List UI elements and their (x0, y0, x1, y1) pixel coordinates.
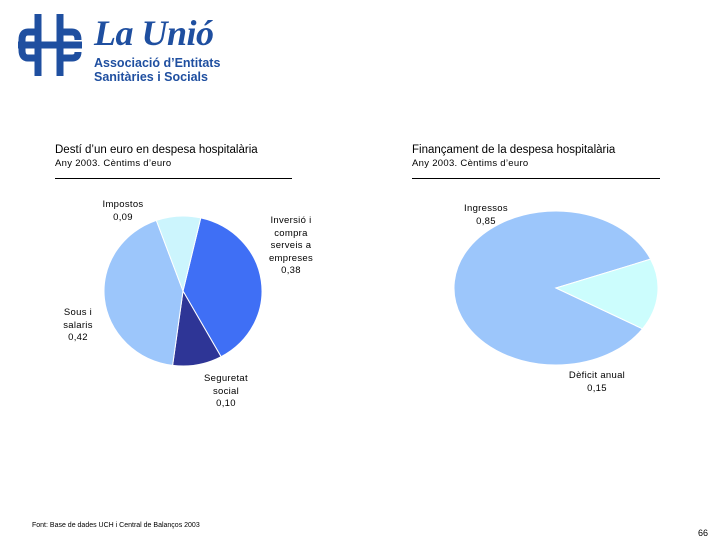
slice-label-line: empreses (268, 252, 314, 264)
slice-label-value: 0,85 (476, 215, 496, 227)
logo-mark-icon (18, 14, 82, 76)
chart-1-label-inversio: Inversió i compra serveis a empreses 0,3… (262, 215, 320, 278)
chart-2-label-deficit: Dèficit anual 0,15 (560, 370, 634, 395)
slice-label-value: 0,09 (113, 211, 133, 223)
slice-label-value: 0,15 (587, 382, 607, 394)
chart-1-slice-4 (155, 215, 202, 293)
page-number: 66 (697, 528, 708, 538)
chart-2-pie (453, 210, 659, 366)
slice-label-line: serveis a (270, 240, 312, 251)
chart-1-subtitle: Any 2003. Cèntims d’euro (55, 158, 172, 169)
chart-2-subtitle: Any 2003. Cèntims d’euro (412, 158, 529, 169)
logo-name: La Unió (94, 13, 214, 53)
chart-1-label-sous: Sous i salaris 0,42 (55, 307, 101, 345)
chart-1-divider (55, 178, 292, 179)
slice-label-line: compra (274, 227, 308, 239)
chart-1-label-seguretat: Seguretat social 0,10 (198, 373, 254, 411)
slice-label-line: Sous i (63, 307, 93, 318)
chart-2-slice-2 (554, 258, 659, 330)
data-source-note: Font: Base de dades UCH i Central de Bal… (32, 522, 200, 529)
slice-label-value: 0,10 (216, 398, 236, 409)
slice-label-name: Dèficit anual (568, 370, 626, 381)
chart-1-pie (103, 215, 263, 367)
slice-label-name: Ingressos (464, 203, 508, 214)
chart-2-divider (412, 178, 660, 179)
logo-subtitle-line2: Sanitàries i Socials (94, 70, 208, 84)
chart-1-title: Destí d’un euro en despesa hospitalària (55, 144, 258, 156)
chart-1-label-impostos: Impostos 0,09 (98, 199, 148, 224)
slice-label-name: Impostos (102, 199, 144, 210)
chart-2-title: Finançament de la despesa hospitalària (412, 144, 616, 156)
slice-label-value: 0,38 (281, 265, 301, 276)
chart-1-slice-1 (182, 217, 263, 358)
slice-label-line: Seguretat (204, 373, 248, 384)
chart-1-slice-3 (103, 219, 184, 366)
slice-label-value: 0,42 (68, 332, 88, 343)
chart-2-slice-1 (453, 210, 652, 366)
chart-2-label-ingressos: Ingressos 0,85 (458, 203, 514, 228)
slice-label-line: social (212, 385, 240, 397)
logo-subtitle-line1: Associació d’Entitats (94, 56, 221, 70)
slice-label-line: salaris (63, 319, 93, 331)
slice-label-line: Inversió i (270, 215, 312, 226)
brand-logo: La Unió Associació d’Entitats Sanitàries… (14, 10, 224, 84)
